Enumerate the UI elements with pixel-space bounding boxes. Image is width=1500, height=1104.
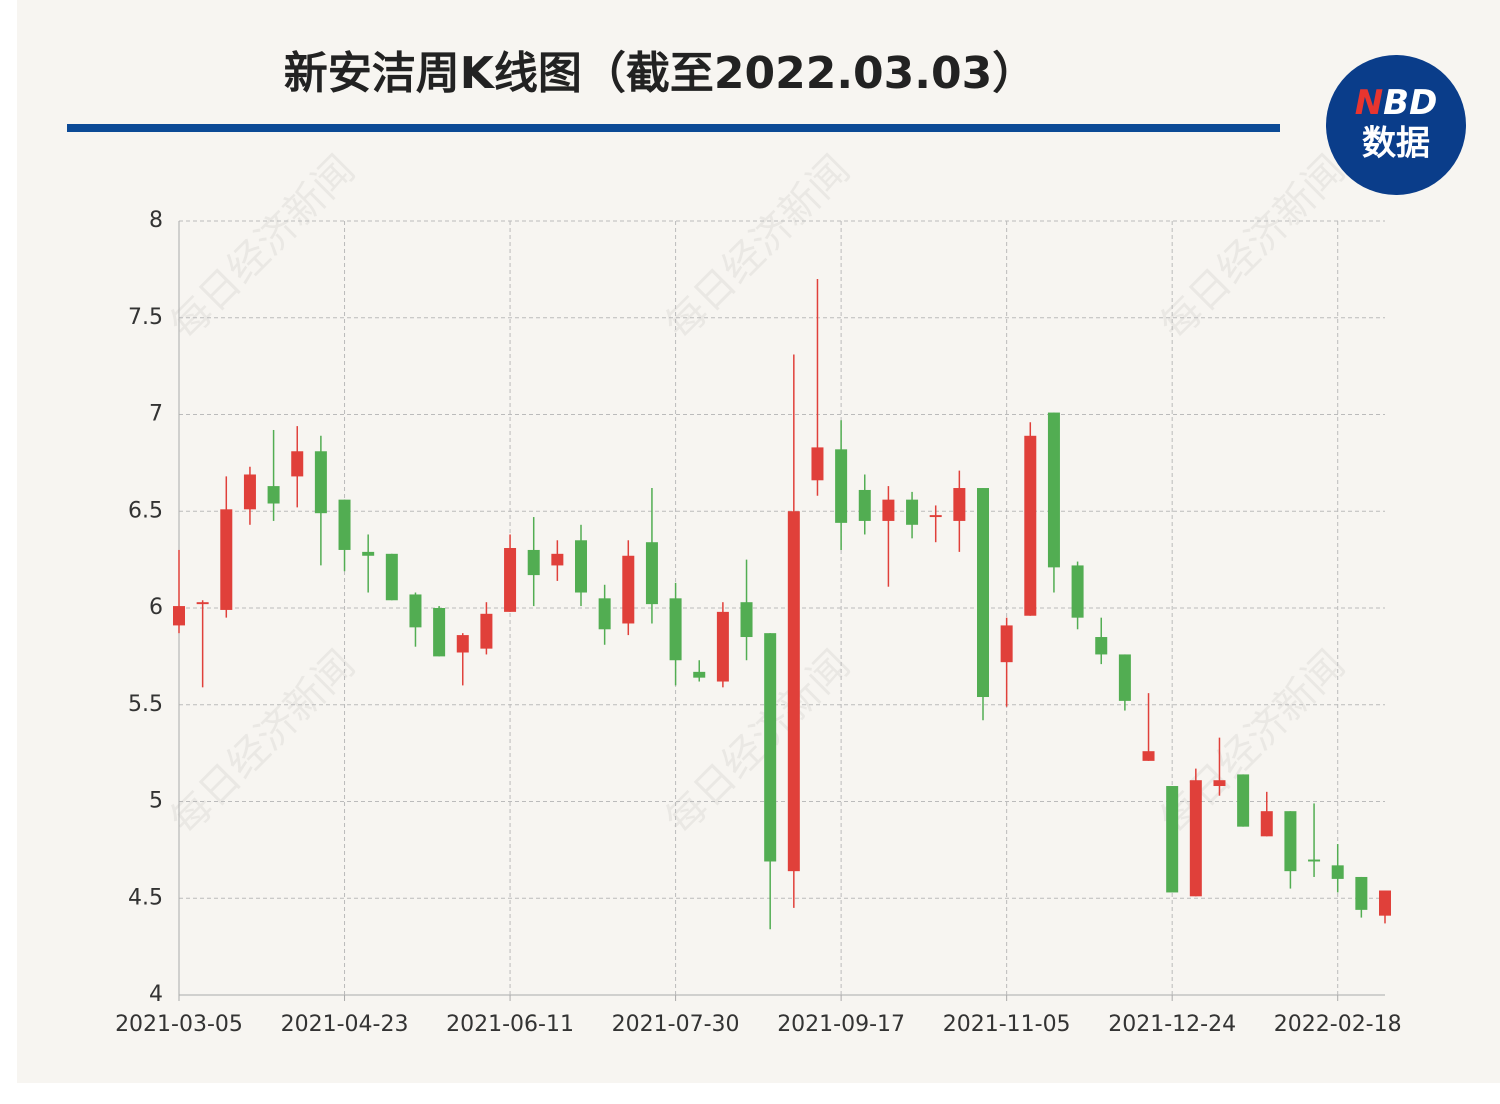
y-tick-label: 8 xyxy=(149,208,163,233)
y-tick-label: 6 xyxy=(149,595,163,620)
x-tick-label: 2021-12-24 xyxy=(1108,1012,1236,1037)
chart-title: 新安洁周K线图（截至2022.03.03） xyxy=(284,48,1036,99)
x-tick-label: 2022-02-18 xyxy=(1274,1012,1402,1037)
y-tick-label: 7 xyxy=(149,402,163,427)
candle-body xyxy=(740,602,753,638)
candle-body xyxy=(929,515,942,518)
candle-body xyxy=(1355,876,1368,910)
candle-body xyxy=(1118,654,1131,701)
candle-body xyxy=(504,548,517,612)
candle-body xyxy=(196,602,209,605)
candle-body xyxy=(1166,786,1179,893)
candle-body xyxy=(1024,435,1037,616)
logo-n: N xyxy=(1355,83,1383,123)
candle-body xyxy=(1237,774,1250,827)
candle-body xyxy=(433,608,446,657)
candle-body xyxy=(645,542,658,605)
candle-body xyxy=(480,613,493,649)
candle-body xyxy=(220,509,233,610)
y-tick-label: 4 xyxy=(149,982,163,1007)
candle-body xyxy=(291,451,304,477)
title-rule xyxy=(67,124,1280,132)
candle-body xyxy=(1379,890,1391,916)
candle-body xyxy=(1000,625,1013,663)
candle-body xyxy=(622,555,635,624)
candle-body xyxy=(267,486,280,504)
candle-body xyxy=(575,540,587,593)
candle-body xyxy=(1189,780,1202,897)
candle-body xyxy=(906,499,919,525)
panel xyxy=(17,0,1500,1083)
candle-body xyxy=(338,499,351,550)
candle-body xyxy=(764,633,777,862)
candle-body xyxy=(1095,637,1108,655)
candle-body xyxy=(527,549,540,576)
y-tick-label: 5 xyxy=(149,789,163,814)
x-tick-label: 2021-04-23 xyxy=(281,1012,409,1037)
candle-body xyxy=(1071,565,1084,618)
logo-bd: BD xyxy=(1383,83,1437,123)
logo-circle xyxy=(1326,55,1466,195)
y-tick-label: 6.5 xyxy=(128,498,163,523)
logo-mark: NBD xyxy=(1355,83,1438,123)
candle-body xyxy=(835,449,848,523)
logo-subtitle: 数据 xyxy=(1362,124,1430,164)
candle-body xyxy=(953,488,966,521)
candle-body xyxy=(1331,865,1344,879)
x-tick-label: 2021-06-11 xyxy=(446,1012,574,1037)
candle-body xyxy=(669,598,682,661)
candle-body xyxy=(693,671,706,678)
candle-body xyxy=(598,598,611,630)
candle-body xyxy=(1142,751,1155,761)
candle-body xyxy=(977,488,989,698)
candle-body xyxy=(811,447,824,481)
candle-body xyxy=(1284,811,1297,872)
candle-body xyxy=(409,594,422,628)
candle-body xyxy=(314,451,327,514)
candle-body xyxy=(456,635,469,653)
candle-body xyxy=(362,551,375,556)
candle-body xyxy=(385,553,398,601)
y-tick-label: 5.5 xyxy=(128,692,163,717)
candle-body xyxy=(1308,859,1321,862)
candle-body xyxy=(882,499,895,521)
x-tick-label: 2021-09-17 xyxy=(777,1012,905,1037)
candle-body xyxy=(858,489,871,521)
candle-body xyxy=(173,606,185,626)
x-tick-label: 2021-11-05 xyxy=(943,1012,1071,1037)
x-tick-label: 2021-07-30 xyxy=(612,1012,740,1037)
y-tick-label: 7.5 xyxy=(128,305,163,330)
candle-body xyxy=(716,611,729,682)
candle-body xyxy=(1213,780,1226,787)
candle-body xyxy=(551,553,564,566)
x-tick-label: 2021-03-05 xyxy=(115,1012,243,1037)
candle-body xyxy=(1260,811,1273,837)
candle-body xyxy=(1047,412,1060,568)
candle-body xyxy=(243,474,256,510)
y-tick-label: 4.5 xyxy=(128,885,163,910)
plot: 4 4.5 5 5.5 6 6.5 7 7.5 8 2021-03-05 2021-04-23 202… xyxy=(115,208,1402,1037)
candle-body xyxy=(787,511,800,872)
